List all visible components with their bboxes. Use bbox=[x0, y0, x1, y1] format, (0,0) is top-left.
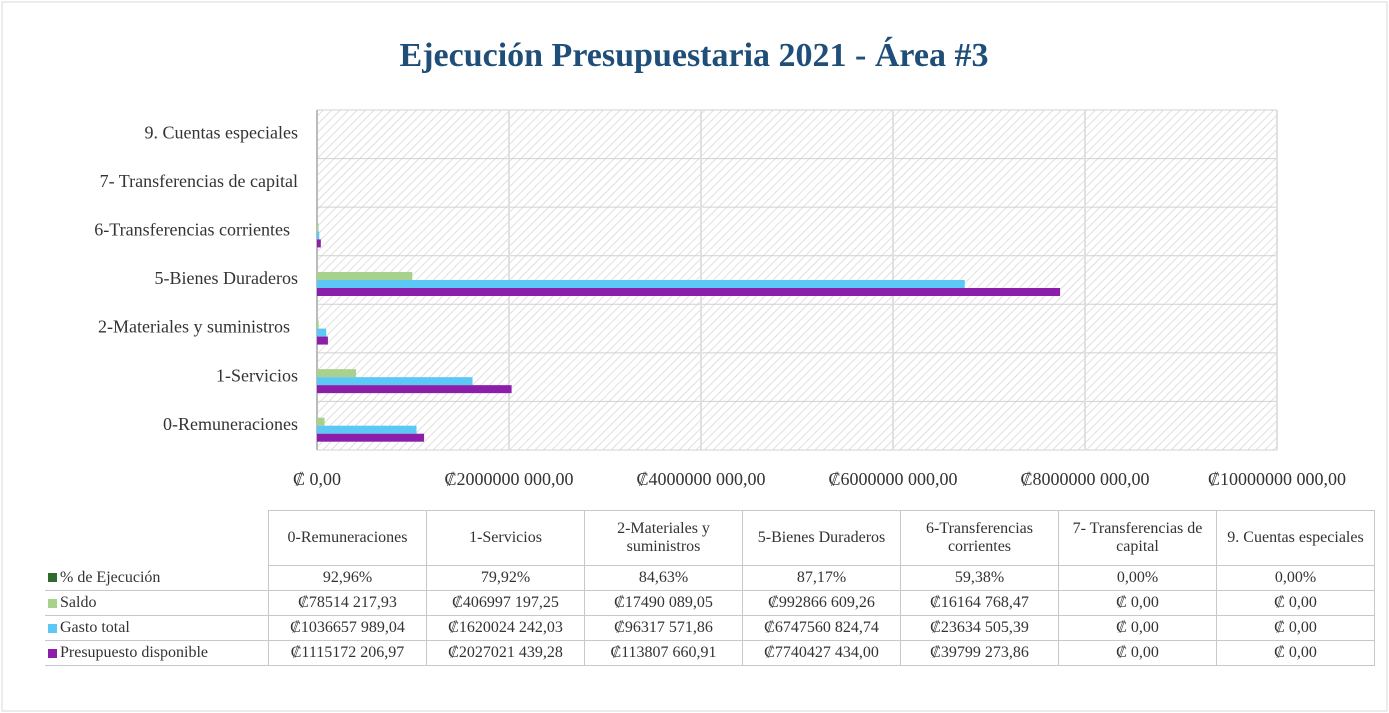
legend-swatch bbox=[48, 573, 57, 582]
table-cell: ₡6747560 824,74 bbox=[742, 615, 901, 641]
table-header: 7- Transferencias de capital bbox=[1058, 510, 1217, 566]
table-header: 6-Transferencias corrientes bbox=[900, 510, 1059, 566]
bar bbox=[317, 320, 319, 329]
table-cell: 84,63% bbox=[584, 565, 743, 591]
y-tick-label: 9. Cuentas especiales bbox=[145, 122, 298, 142]
bar bbox=[317, 336, 328, 345]
table-cell: 87,17% bbox=[742, 565, 901, 591]
y-tick-label: 2-Materiales y suministros bbox=[98, 317, 290, 337]
table-header: 5-Bienes Duraderos bbox=[742, 510, 901, 566]
bar bbox=[317, 433, 425, 442]
table-header: 2-Materiales y suministros bbox=[584, 510, 743, 566]
table-cell: ₡1620024 242,03 bbox=[426, 615, 585, 641]
table-cell: ₡16164 768,47 bbox=[900, 590, 1059, 616]
table-cell: ₡17490 089,05 bbox=[584, 590, 743, 616]
table-cell: ₡23634 505,39 bbox=[900, 615, 1059, 641]
bar bbox=[317, 385, 512, 394]
legend-swatch bbox=[48, 623, 57, 633]
legend-entry: % de Ejecución bbox=[45, 565, 269, 591]
table-cell: ₡113807 660,91 bbox=[584, 640, 743, 666]
bar bbox=[317, 369, 357, 378]
legend-entry: Presupuesto disponible bbox=[45, 640, 269, 666]
legend-label: Gasto total bbox=[60, 619, 130, 636]
bar bbox=[317, 425, 417, 434]
table-cell: ₡992866 609,26 bbox=[742, 590, 901, 616]
table-header: 9. Cuentas especiales bbox=[1216, 510, 1375, 566]
y-tick-label: 0-Remuneraciones bbox=[163, 414, 298, 434]
legend-swatch bbox=[48, 648, 57, 658]
bar bbox=[317, 239, 321, 248]
y-tick-label: 6-Transferencias corrientes bbox=[94, 220, 290, 240]
table-header: 1-Servicios bbox=[426, 510, 585, 566]
table-header: 0-Remuneraciones bbox=[268, 510, 427, 566]
table-cell: ₡ 0,00 bbox=[1058, 640, 1217, 666]
bar bbox=[317, 377, 473, 386]
table-cell: ₡ 0,00 bbox=[1058, 590, 1217, 616]
bar bbox=[317, 223, 319, 232]
x-tick-label: ₡8000000 000,00 bbox=[1020, 469, 1149, 489]
bar bbox=[317, 328, 327, 337]
table-cell: 0,00% bbox=[1058, 565, 1217, 591]
table-cell: 59,38% bbox=[900, 565, 1059, 591]
x-tick-label: ₡ 0,00 bbox=[293, 469, 341, 489]
legend-label: Saldo bbox=[60, 594, 97, 611]
table-cell: ₡7740427 434,00 bbox=[742, 640, 901, 666]
table-cell: ₡39799 273,86 bbox=[900, 640, 1059, 666]
bar bbox=[317, 417, 325, 426]
table-cell: ₡ 0,00 bbox=[1216, 615, 1375, 641]
table-cell: 0,00% bbox=[1216, 565, 1375, 591]
legend-entry: Gasto total bbox=[45, 615, 269, 641]
y-tick-label: 5-Bienes Duraderos bbox=[155, 268, 298, 288]
y-tick-label: 7- Transferencias de capital bbox=[100, 171, 298, 191]
legend-label: % de Ejecución bbox=[60, 568, 161, 586]
table-cell: ₡406997 197,25 bbox=[426, 590, 585, 616]
bar bbox=[317, 288, 1061, 296]
bar bbox=[317, 272, 413, 280]
table-cell: 92,96% bbox=[268, 565, 427, 591]
legend-label: Presupuesto disponible bbox=[60, 644, 208, 661]
x-tick-label: ₡2000000 000,00 bbox=[444, 469, 573, 489]
table-cell: ₡96317 571,86 bbox=[584, 615, 743, 641]
legend-swatch bbox=[48, 598, 57, 608]
bar bbox=[317, 231, 320, 240]
table-cell: ₡78514 217,93 bbox=[268, 590, 427, 616]
table-cell: ₡2027021 439,28 bbox=[426, 640, 585, 666]
x-tick-label: ₡4000000 000,00 bbox=[636, 469, 765, 489]
chart-title: Ejecución Presupuestaria 2021 - Área #3 bbox=[400, 37, 989, 74]
x-tick-label: ₡10000000 000,00 bbox=[1208, 469, 1346, 489]
table-cell: ₡1115172 206,97 bbox=[268, 640, 427, 666]
table-cell: ₡ 0,00 bbox=[1216, 640, 1375, 666]
bar bbox=[317, 280, 965, 288]
table-cell: ₡ 0,00 bbox=[1216, 590, 1375, 616]
y-tick-label: 1-Servicios bbox=[216, 365, 298, 385]
table-cell: ₡1036657 989,04 bbox=[268, 615, 427, 641]
x-tick-label: ₡6000000 000,00 bbox=[828, 469, 957, 489]
table-cell: ₡ 0,00 bbox=[1058, 615, 1217, 641]
table-cell: 79,92% bbox=[426, 565, 585, 591]
legend-entry: Saldo bbox=[45, 590, 269, 616]
